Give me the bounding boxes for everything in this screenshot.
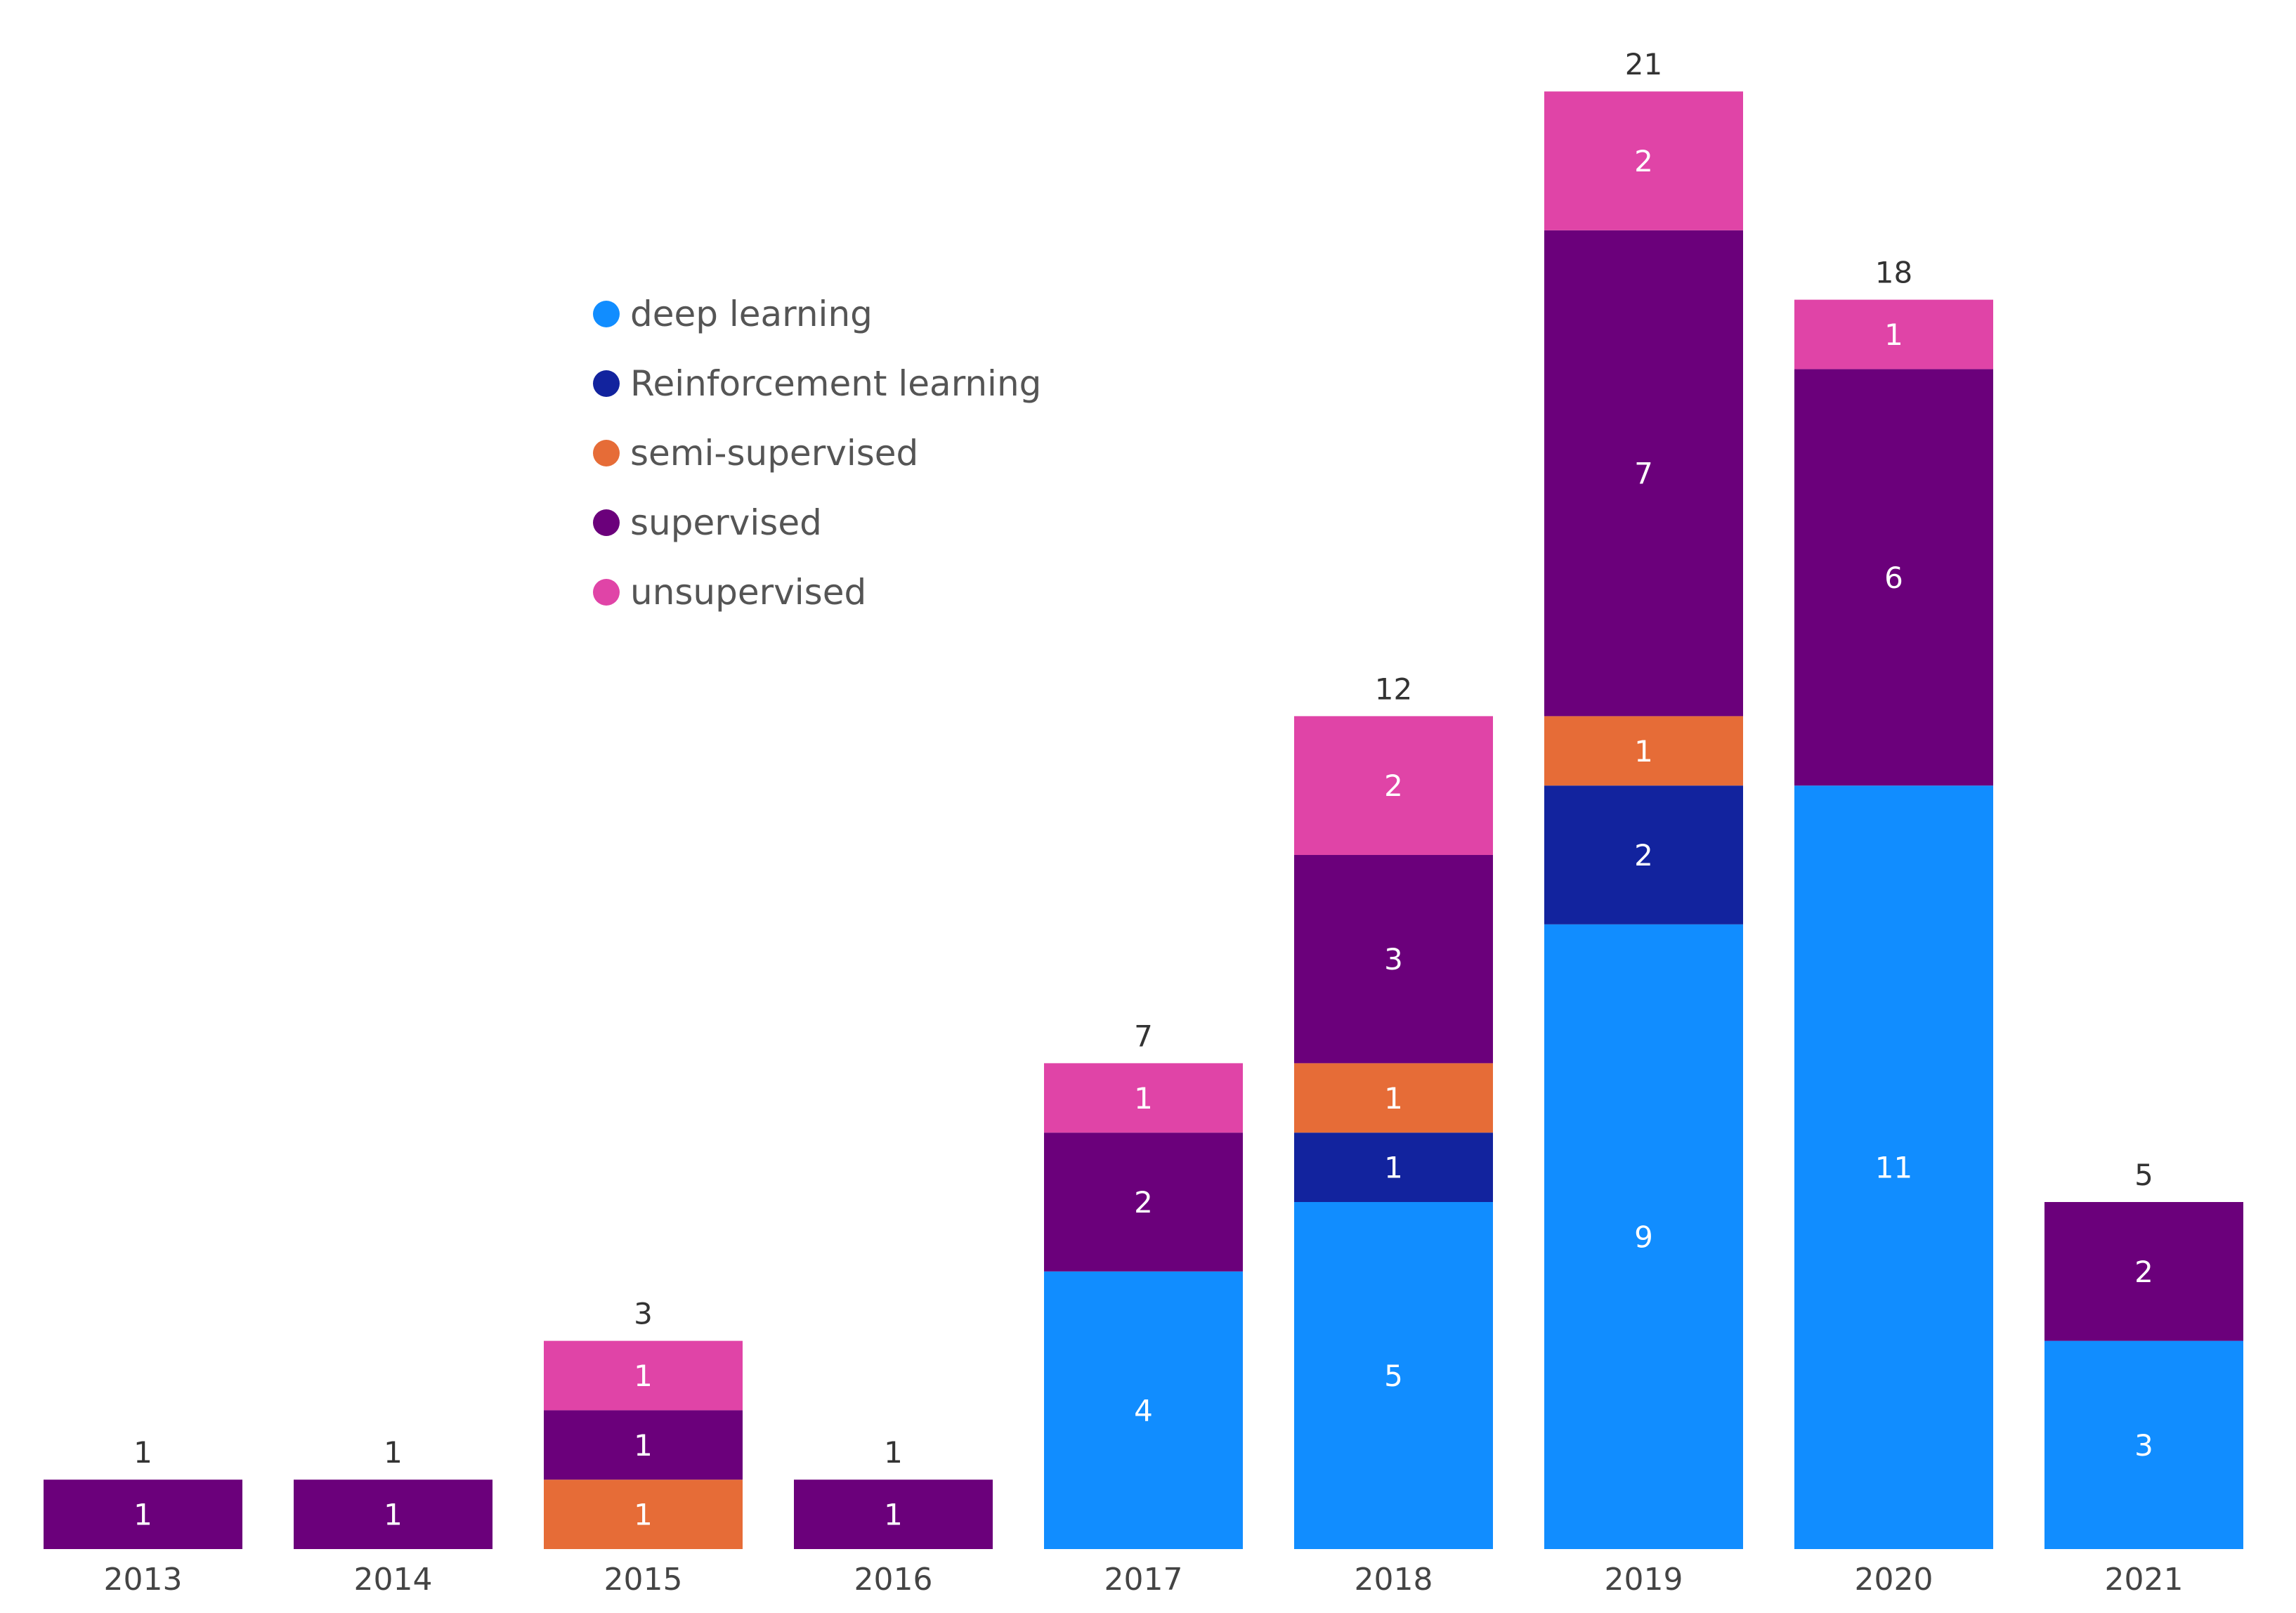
bar-segment-2016-supervised <box>794 1480 993 1549</box>
segment-label-2019-reinforcement-learning: 2 <box>1634 838 1653 873</box>
segment-label-2016-supervised: 1 <box>884 1498 903 1532</box>
legend-marker-reinforcement-learning <box>593 370 620 397</box>
segment-label-2019-semi-supervised: 1 <box>1634 734 1653 769</box>
total-label-2017: 7 <box>1134 1019 1153 1053</box>
segment-label-2020-supervised: 6 <box>1884 561 1903 595</box>
legend-label-supervised: supervised <box>630 502 822 543</box>
segment-label-2020-deep-learning: 11 <box>1875 1151 1912 1185</box>
bar-segment-2017-supervised <box>1044 1132 1243 1272</box>
segment-label-2013-supervised: 1 <box>133 1498 152 1532</box>
segment-label-2015-supervised: 1 <box>634 1428 653 1463</box>
segment-label-2020-unsupervised: 1 <box>1884 318 1903 352</box>
legend-marker-supervised <box>593 509 620 536</box>
x-tick-label-2020: 2020 <box>1855 1562 1933 1598</box>
bar-segment-2013-supervised <box>44 1480 242 1549</box>
x-tick-label-2013: 2013 <box>104 1562 183 1598</box>
x-tick-label-2015: 2015 <box>604 1562 683 1598</box>
total-label-2015: 3 <box>634 1297 653 1331</box>
bar-segment-2017-unsupervised <box>1044 1063 1243 1133</box>
bar-segment-2019-semi-supervised <box>1544 716 1743 786</box>
x-tick-label-2016: 2016 <box>854 1562 933 1598</box>
segment-label-2018-unsupervised: 2 <box>1384 769 1403 803</box>
total-label-2020: 18 <box>1875 256 1912 290</box>
segment-label-2021-supervised: 2 <box>2134 1255 2153 1289</box>
segment-label-2017-supervised: 2 <box>1134 1185 1153 1220</box>
bar-segment-2021-supervised <box>2044 1202 2243 1341</box>
bar-segment-2014-supervised <box>294 1480 493 1549</box>
segment-label-2015-unsupervised: 1 <box>634 1359 653 1393</box>
total-label-2019: 21 <box>1625 47 1662 81</box>
total-label-2021: 5 <box>2134 1158 2153 1192</box>
bar-segment-2015-supervised <box>544 1410 743 1480</box>
x-tick-label-2018: 2018 <box>1355 1562 1433 1598</box>
bar-segment-2018-supervised <box>1294 855 1493 1064</box>
bar-segment-2019-deep-learning <box>1544 924 1743 1549</box>
legend-label-reinforcement-learning: Reinforcement learning <box>630 363 1041 404</box>
bar-segment-2015-semi-supervised <box>544 1480 743 1549</box>
segment-label-2018-deep-learning: 5 <box>1384 1359 1403 1393</box>
segment-label-2017-unsupervised: 1 <box>1134 1081 1153 1116</box>
legend-marker-semi-supervised <box>593 440 620 466</box>
segment-label-2019-deep-learning: 9 <box>1634 1220 1653 1254</box>
total-label-2016: 1 <box>884 1435 903 1470</box>
bar-segment-2020-unsupervised <box>1794 299 1993 370</box>
segment-label-2017-deep-learning: 4 <box>1134 1393 1153 1428</box>
x-axis: 2013 2014 2015 2016 2017 2018 2019 2020 2021 <box>104 1562 2184 1598</box>
bar-segment-2018-deep-learning <box>1294 1202 1493 1549</box>
bar-segment-2018-unsupervised <box>1294 716 1493 855</box>
segment-label-2019-supervised: 7 <box>1634 457 1653 491</box>
bar-segment-2019-unsupervised <box>1544 91 1743 230</box>
x-tick-label-2017: 2017 <box>1104 1562 1183 1598</box>
x-tick-label-2021: 2021 <box>2105 1562 2184 1598</box>
legend-marker-deep-learning <box>593 301 620 327</box>
total-label-2014: 1 <box>384 1435 403 1470</box>
legend-label-deep-learning: deep learning <box>630 294 873 334</box>
legend: deep learning Reinforcement learning semi-… <box>593 294 1041 613</box>
legend-label-semi-supervised: semi-supervised <box>630 433 918 474</box>
bar-segment-2021-deep-learning <box>2044 1340 2243 1549</box>
segment-label-2018-reinforcement-learning: 1 <box>1384 1151 1403 1185</box>
segment-label-2019-unsupervised: 2 <box>1634 144 1653 178</box>
x-tick-label-2019: 2019 <box>1605 1562 1683 1598</box>
x-tick-label-2014: 2014 <box>354 1562 433 1598</box>
legend-marker-unsupervised <box>593 579 620 606</box>
segment-label-2021-deep-learning: 3 <box>2134 1428 2153 1463</box>
segment-label-2018-semi-supervised: 1 <box>1384 1081 1403 1116</box>
bar-segment-2015-unsupervised <box>544 1340 743 1411</box>
bar-segment-2019-supervised <box>1544 230 1743 717</box>
total-label-2018: 12 <box>1375 672 1412 706</box>
bar-segment-2017-deep-learning <box>1044 1271 1243 1549</box>
bar-segment-2018-semi-supervised <box>1294 1063 1493 1133</box>
segment-label-2014-supervised: 1 <box>384 1498 403 1532</box>
total-label-2013: 1 <box>133 1435 152 1470</box>
bar-segment-2020-deep-learning <box>1794 785 1993 1549</box>
legend-label-unsupervised: unsupervised <box>630 572 866 613</box>
segment-label-2018-supervised: 3 <box>1384 942 1403 977</box>
bar-segment-2018-reinforcement-learning <box>1294 1132 1493 1202</box>
segment-label-2015-semi-supervised: 1 <box>634 1498 653 1532</box>
bar-segment-2020-supervised <box>1794 369 1993 786</box>
bar-segment-2019-reinforcement-learning <box>1544 785 1743 925</box>
